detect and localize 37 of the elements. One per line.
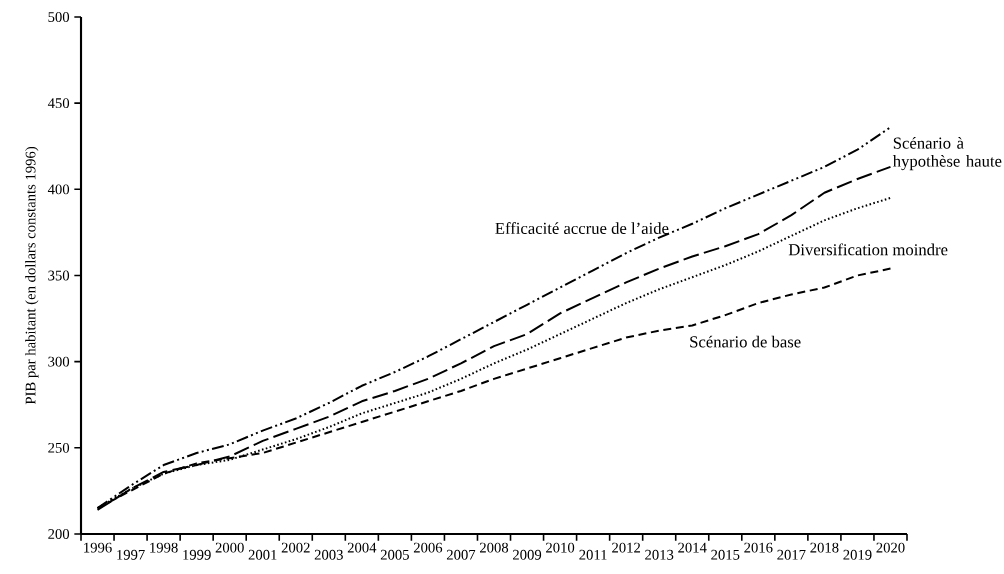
x-tick-label: 2006 bbox=[413, 542, 443, 553]
series-label: Scénario de base bbox=[690, 335, 801, 348]
series-label: Diversification moindre bbox=[788, 243, 948, 256]
y-axis-title: PIB par habitant (en dollars constants 1996) bbox=[25, 146, 39, 405]
x-tick-label: 2012 bbox=[612, 542, 641, 553]
x-tick-label: 2019 bbox=[843, 549, 872, 560]
x-tick-label: 2001 bbox=[248, 549, 277, 560]
x-tick-label: 2014 bbox=[678, 542, 707, 553]
x-tick-label: 2018 bbox=[810, 542, 839, 553]
y-tick-label: 450 bbox=[47, 98, 70, 109]
x-tick-label: 2016 bbox=[744, 542, 773, 553]
x-tick-label: 2008 bbox=[479, 542, 509, 553]
series-label: Scénario à hypothèse haute bbox=[892, 137, 1002, 171]
series-label: Efficacité accrue de l’aide bbox=[495, 222, 669, 234]
x-tick-label: 2000 bbox=[215, 542, 244, 553]
y-tick-label: 250 bbox=[48, 442, 70, 453]
x-tick-label: 2005 bbox=[380, 549, 409, 560]
y-tick-label: 500 bbox=[48, 12, 70, 22]
x-tick-label: 1999 bbox=[183, 549, 211, 560]
x-tick-label: 2009 bbox=[513, 549, 542, 560]
x-tick-label: 2011 bbox=[579, 549, 607, 560]
y-tick-label: 200 bbox=[48, 529, 70, 539]
y-tick-label: 350 bbox=[48, 270, 70, 281]
x-tick-label: 1998 bbox=[150, 542, 178, 553]
x-tick-label: 2017 bbox=[777, 549, 806, 560]
x-tick-label: 2015 bbox=[711, 549, 740, 560]
x-tick-label: 2007 bbox=[446, 549, 476, 560]
x-tick-label: 2013 bbox=[645, 549, 674, 560]
x-tick-label: 2020 bbox=[876, 542, 905, 553]
y-tick-label: 400 bbox=[47, 184, 70, 195]
y-tick-label: 300 bbox=[48, 356, 70, 367]
x-tick-label: 2010 bbox=[546, 542, 575, 553]
x-tick-label: 1997 bbox=[117, 549, 145, 560]
x-tick-label: 2003 bbox=[314, 549, 343, 560]
x-tick-label: 1996 bbox=[84, 542, 112, 553]
x-tick-label: 2004 bbox=[347, 542, 377, 553]
x-tick-label: 2002 bbox=[281, 542, 310, 553]
